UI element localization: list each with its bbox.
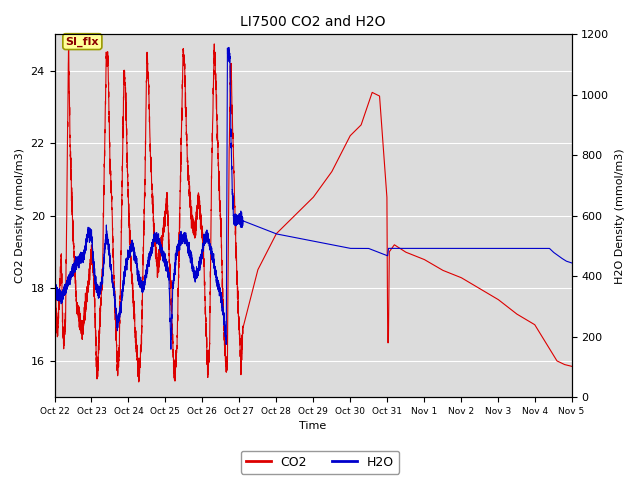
Y-axis label: CO2 Density (mmol/m3): CO2 Density (mmol/m3)	[15, 148, 25, 283]
Title: LI7500 CO2 and H2O: LI7500 CO2 and H2O	[240, 15, 386, 29]
X-axis label: Time: Time	[300, 421, 326, 432]
Y-axis label: H2O Density (mmol/m3): H2O Density (mmol/m3)	[615, 148, 625, 284]
Text: SI_flx: SI_flx	[66, 36, 99, 47]
Legend: CO2, H2O: CO2, H2O	[241, 451, 399, 474]
